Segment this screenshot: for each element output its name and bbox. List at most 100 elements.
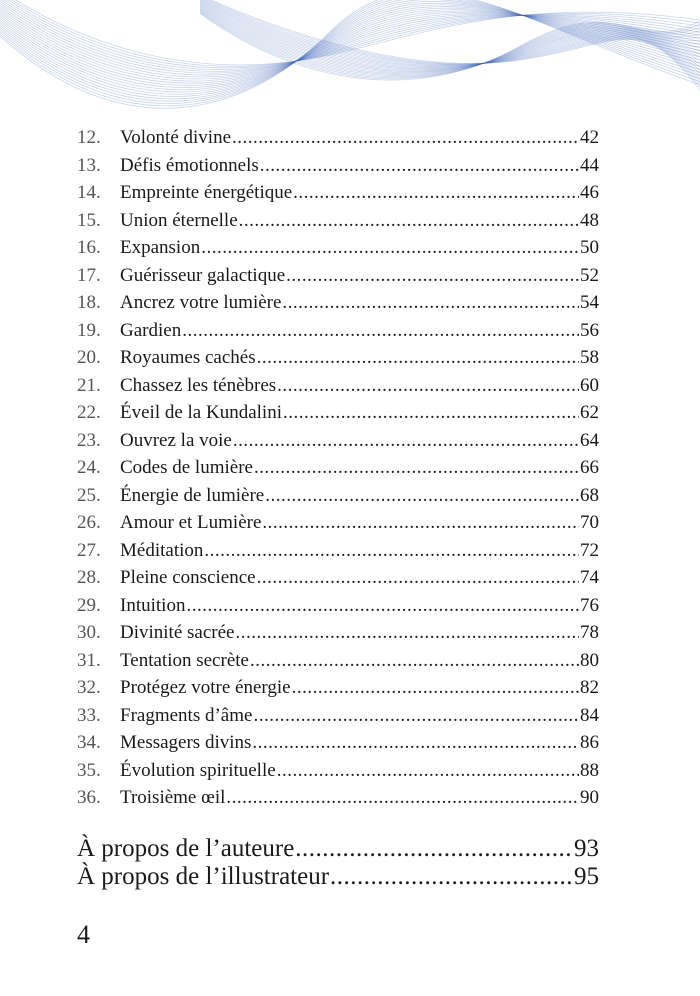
dot-leader — [295, 835, 573, 863]
toc-entry[interactable]: 36. Troisième œil 90 — [77, 784, 599, 812]
wave-line — [199, 13, 700, 81]
toc-entry[interactable]: 26. Amour et Lumière 70 — [77, 509, 599, 537]
toc-entry[interactable]: 24. Codes de lumière 66 — [77, 454, 599, 482]
toc-entry[interactable]: 31. Tentation secrète 80 — [77, 647, 599, 675]
entry-title: Empreinte énergétique — [120, 182, 293, 203]
wave-line — [199, 0, 700, 68]
entry-number: 21. — [77, 374, 101, 396]
entry-title: Union éternelle — [120, 209, 238, 231]
dot-leader — [250, 647, 579, 675]
toc-entry[interactable]: 29. Intuition 76 — [77, 592, 599, 620]
entry-number: 31. — [77, 649, 101, 671]
entry-page: 84 — [580, 704, 599, 726]
wave-line — [206, 0, 700, 84]
entry-title: Troisième œil — [120, 787, 226, 808]
entry-title: Guérisseur galactique — [120, 264, 286, 286]
entry-number: 17. — [77, 264, 101, 286]
entry-title: Défis émotionnels — [120, 154, 259, 176]
dot-leader — [254, 454, 579, 482]
wave-line — [199, 4, 700, 71]
entry-page: 66 — [580, 457, 599, 478]
entry-title: Codes de lumière — [120, 457, 253, 478]
dot-leader — [282, 289, 579, 317]
table-of-contents: 12.Volonté divine4213.Défis émotionnels … — [77, 124, 599, 812]
toc-entry[interactable]: 19. Gardien 56 — [77, 317, 599, 345]
toc-entry[interactable]: 28. Pleine conscience 74 — [77, 564, 599, 592]
entry-title: Ouvrez la voie — [120, 429, 232, 451]
toc-entry[interactable]: 25. Énergie de lumière 68 — [77, 482, 599, 510]
entry-number: 34. — [77, 732, 101, 753]
entry-title: Expansion — [120, 237, 201, 258]
entry-title: Chassez les ténèbres — [120, 374, 277, 396]
entry-number: 33. — [77, 704, 101, 726]
appendix-entries: À propos de l’auteure93À propos de l’ill… — [77, 835, 599, 891]
dot-leader — [265, 482, 579, 510]
dot-leader — [330, 863, 573, 891]
entry-title: Tentation secrète — [120, 649, 249, 671]
toc-entry[interactable]: 22. Éveil de la Kundalini 62 — [77, 399, 599, 427]
toc-entry[interactable]: 34. Messagers divins 86 — [77, 729, 599, 757]
entry-page: 80 — [580, 649, 599, 671]
dot-leader — [253, 702, 579, 730]
wave-line — [0, 9, 700, 82]
wave-line — [0, 0, 700, 107]
entry-number: 30. — [77, 622, 101, 643]
toc-entry[interactable]: 35. Évolution spirituelle 88 — [77, 757, 599, 785]
toc-entry[interactable]: 14. Empreinte énergétique 46 — [77, 179, 599, 207]
entry-page: 56 — [580, 319, 599, 341]
entry-page: 48 — [580, 209, 599, 231]
entry-title: Protégez votre énergie — [120, 677, 291, 698]
dot-leader — [286, 262, 579, 290]
toc-entry[interactable]: 33. Fragments d’âme 84 — [77, 702, 599, 730]
toc-entry[interactable]: À propos de l’auteure 93 — [77, 835, 599, 863]
entry-title: Fragments d’âme — [120, 704, 253, 726]
wave-line — [199, 12, 700, 80]
entry-title: Évolution spirituelle — [120, 759, 276, 781]
wave-line — [15, 0, 700, 66]
entry-title: Pleine conscience — [120, 567, 256, 588]
toc-entry[interactable]: 27. Méditation 72 — [77, 537, 599, 565]
entry-page: 54 — [580, 292, 599, 313]
entry-number: 28. — [77, 567, 101, 588]
wave-line — [199, 11, 700, 79]
wave-line — [199, 3, 700, 70]
toc-entry[interactable]: 21. Chassez les ténèbres 60 — [77, 372, 599, 400]
toc-entry[interactable]: 17. Guérisseur galactique 52 — [77, 262, 599, 290]
toc-entry[interactable]: 13. Défis émotionnels 44 — [77, 152, 599, 180]
entry-page: 68 — [580, 484, 599, 506]
toc-entry[interactable]: 18. Ancrez votre lumière 54 — [77, 289, 599, 317]
wave-line — [0, 2, 700, 95]
toc-entry[interactable]: 12. Volonté divine 42 — [77, 124, 599, 152]
dot-leader — [277, 372, 579, 400]
wave-line — [0, 0, 700, 104]
entry-page: 50 — [580, 237, 599, 258]
entry-number: 19. — [77, 319, 101, 341]
toc-entry[interactable]: 23. Ouvrez la voie 64 — [77, 427, 599, 455]
entry-number: 16. — [77, 237, 101, 258]
dot-leader — [277, 757, 579, 785]
wave-line — [199, 9, 700, 77]
entry-title: Ancrez votre lumière — [120, 292, 282, 313]
entry-number: 35. — [77, 759, 101, 781]
toc-entry[interactable]: 32. Protégez votre énergie 82 — [77, 674, 599, 702]
entry-title: Messagers divins — [120, 732, 252, 753]
wave-line — [199, 6, 700, 72]
wave-line — [199, 10, 700, 78]
toc-entry[interactable]: 15. Union éternelle 48 — [77, 207, 599, 235]
dot-leader — [233, 427, 579, 455]
toc-entry[interactable]: 30. Divinité sacrée 78 — [77, 619, 599, 647]
dot-leader — [239, 207, 579, 235]
toc-entry[interactable]: À propos de l’illustrateur 95 — [77, 863, 599, 891]
entry-page: 70 — [580, 512, 599, 533]
dot-leader — [283, 399, 579, 427]
entry-page: 82 — [580, 677, 599, 698]
entry-title: Méditation — [120, 539, 204, 561]
toc-entry[interactable]: 20. Royaumes cachés 58 — [77, 344, 599, 372]
entry-title: Énergie de lumière — [120, 484, 265, 506]
dot-leader — [292, 674, 579, 702]
entry-number: 24. — [77, 457, 101, 478]
wave-line — [11, 0, 700, 67]
entry-number: 26. — [77, 512, 101, 533]
page-number: 4 — [77, 920, 90, 949]
toc-entry[interactable]: 16. Expansion 50 — [77, 234, 599, 262]
